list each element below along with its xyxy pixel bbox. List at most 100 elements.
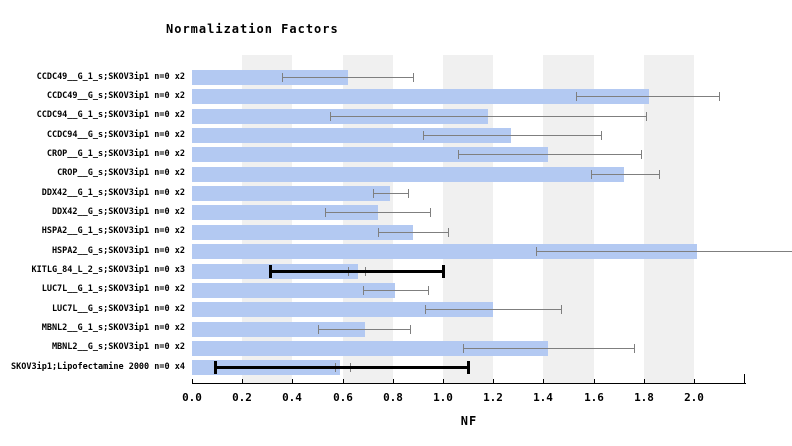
x-tick-label: 1.6 (584, 391, 604, 404)
plot-area (192, 55, 792, 383)
error-bar-cap (719, 92, 720, 101)
bar (192, 89, 649, 104)
error-bar-cap (576, 92, 577, 101)
x-tick (594, 379, 595, 383)
x-tick (443, 379, 444, 383)
error-bar-cap (428, 286, 429, 295)
error-bar (536, 251, 792, 252)
error-bar-cap (318, 325, 319, 334)
x-tick (694, 379, 695, 383)
error-bar-cap (442, 265, 445, 278)
error-bar (463, 348, 634, 349)
error-bar-cap (425, 305, 426, 314)
bar-row-label: MBNL2__G_s;SKOV3ip1 n=0 x2 (51, 342, 185, 352)
x-axis (192, 383, 746, 384)
error-bar (458, 154, 641, 155)
error-bar-cap (363, 286, 364, 295)
x-tick (393, 379, 394, 383)
bar-row-label: KITLG_84_L_2_s;SKOV3ip1 n=0 x3 (31, 265, 185, 275)
error-bar (330, 116, 646, 117)
error-bar-cap (330, 112, 331, 121)
error-bar (270, 270, 443, 273)
error-bar-cap (282, 73, 283, 82)
error-bar (591, 174, 659, 175)
x-tick-label: 0.8 (383, 391, 403, 404)
error-bar-cap (410, 325, 411, 334)
bar (192, 128, 511, 143)
x-tick-label: 1.2 (483, 391, 503, 404)
error-bar-cap (467, 361, 470, 374)
x-tick (493, 379, 494, 383)
bar-row-label: DDX42__G_1_s;SKOV3ip1 n=0 x2 (41, 188, 185, 198)
x-tick-label: 0.0 (182, 391, 202, 404)
bar-row-label: LUC7L__G_1_s;SKOV3ip1 n=0 x2 (41, 284, 185, 294)
bar (192, 283, 395, 298)
bar-row-label: HSPA2__G_s;SKOV3ip1 n=0 x2 (51, 246, 185, 256)
bar-row-label: CROP__G_1_s;SKOV3ip1 n=0 x2 (46, 149, 185, 159)
error-bar-cap (325, 208, 326, 217)
x-tick-label: 2.0 (684, 391, 704, 404)
bar (192, 302, 493, 317)
bar (192, 186, 390, 201)
bar-row-label: LUC7L__G_s;SKOV3ip1 n=0 x2 (51, 304, 185, 314)
error-bar (282, 77, 413, 78)
bar (192, 205, 378, 220)
error-bar-cap (591, 170, 592, 179)
error-bar-cap (634, 344, 635, 353)
bar-row-label: CCDC49__G_1_s;SKOV3ip1 n=0 x2 (36, 72, 185, 82)
error-bar-cap (641, 150, 642, 159)
error-bar-cap (536, 247, 537, 256)
x-axis-label: NF (460, 414, 478, 428)
bar (192, 322, 365, 337)
error-bar-cap (646, 112, 647, 121)
x-tick-label: 0.6 (333, 391, 353, 404)
x-tick (192, 379, 193, 383)
error-bar-cap (430, 208, 431, 217)
bar (192, 70, 348, 85)
error-bar-cap (378, 228, 379, 237)
bar-row-label: CCDC49__G_s;SKOV3ip1 n=0 x2 (46, 91, 185, 101)
grid-stripe (644, 55, 694, 383)
error-bar-cap (561, 305, 562, 314)
grid-stripe (543, 55, 594, 383)
bar-row-label: HSPA2__G_1_s;SKOV3ip1 n=0 x2 (41, 226, 185, 236)
x-tick-label: 0.2 (232, 391, 252, 404)
x-axis-end-tick (744, 374, 745, 383)
x-tick-label: 1.8 (634, 391, 654, 404)
bar (192, 244, 697, 259)
x-tick-label: 0.4 (282, 391, 302, 404)
bar-row-label: CCDC94__G_s;SKOV3ip1 n=0 x2 (46, 130, 185, 140)
x-tick (343, 379, 344, 383)
error-bar (423, 135, 601, 136)
error-bar-cap (448, 228, 449, 237)
x-tick (644, 379, 645, 383)
bar-row-label: CROP__G_s;SKOV3ip1 n=0 x2 (57, 168, 185, 178)
error-bar (425, 309, 561, 310)
bar-row-label: SKOV3ip1;Lipofectamine 2000 n=0 x4 (11, 362, 185, 372)
error-bar (215, 366, 468, 369)
error-bar (325, 212, 430, 213)
x-tick (292, 379, 293, 383)
x-tick-label: 1.0 (433, 391, 453, 404)
bar-row-label: DDX42__G_s;SKOV3ip1 n=0 x2 (51, 207, 185, 217)
x-tick (242, 379, 243, 383)
error-bar (576, 96, 719, 97)
error-bar-cap (408, 189, 409, 198)
x-tick-label: 1.4 (533, 391, 553, 404)
error-bar-cap (463, 344, 464, 353)
error-bar (363, 290, 428, 291)
error-bar-cap (269, 265, 272, 278)
error-bar (318, 329, 410, 330)
error-bar-cap (458, 150, 459, 159)
error-bar-cap (214, 361, 217, 374)
error-bar (378, 232, 448, 233)
bar-row-label: CCDC94__G_1_s;SKOV3ip1 n=0 x2 (36, 110, 185, 120)
error-bar-cap (423, 131, 424, 140)
grid-stripe (443, 55, 493, 383)
error-bar (373, 193, 408, 194)
bar-row-label: MBNL2__G_1_s;SKOV3ip1 n=0 x2 (41, 323, 185, 333)
bar (192, 341, 548, 356)
bar (192, 225, 413, 240)
error-bar-cap (601, 131, 602, 140)
x-tick (543, 379, 544, 383)
